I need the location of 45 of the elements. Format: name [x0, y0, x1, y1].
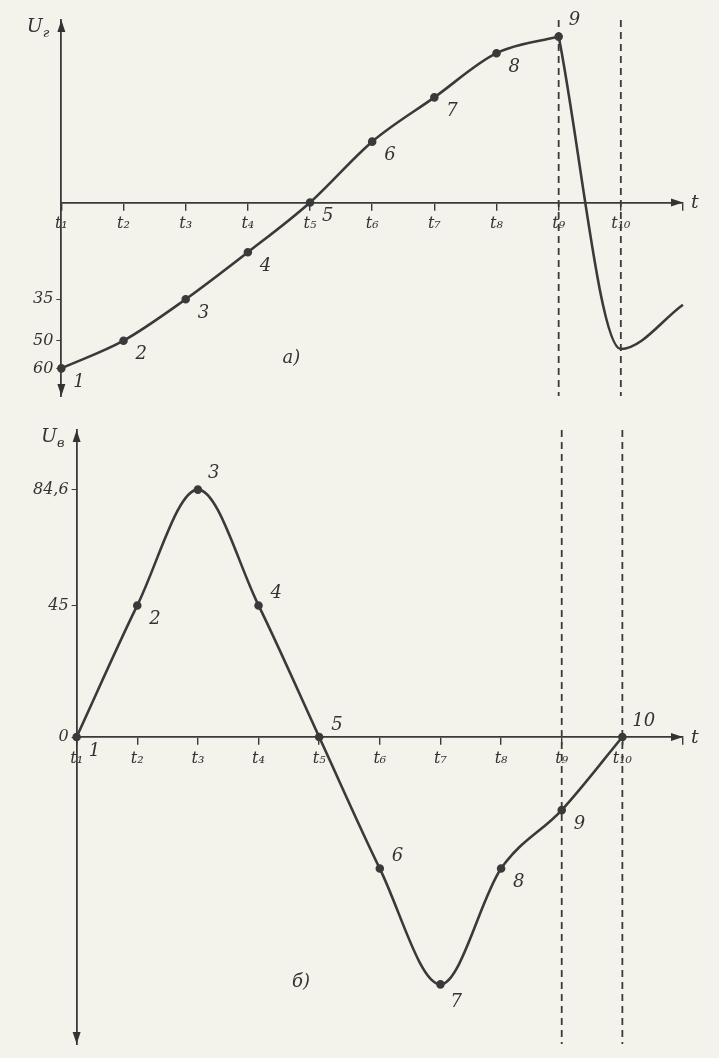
x-tick-label: t₃ — [191, 747, 205, 767]
annotation: 6 — [384, 143, 396, 165]
x-tick-label: t₆ — [365, 213, 380, 233]
annotation: 8 — [508, 54, 520, 76]
annotation: 4 — [258, 253, 272, 275]
x-axis-title: t — [691, 190, 699, 213]
x-tick-label: t₅ — [312, 747, 327, 767]
y-tick-label: 60 — [33, 357, 54, 377]
annotation: 6 — [391, 844, 404, 866]
annotation: 5 — [331, 712, 343, 734]
x-tick-label: t₉ — [552, 213, 566, 233]
annotation: 8 — [513, 870, 525, 892]
annotation: 7 — [450, 990, 463, 1012]
annotation: а) — [282, 346, 301, 368]
x-axis-title: t — [691, 725, 699, 747]
annotation: 7 — [446, 99, 459, 121]
x-tick-label: t₆ — [373, 747, 387, 767]
x-tick-label: t₈ — [494, 747, 509, 767]
annotation: 10 — [632, 708, 656, 730]
x-tick-label: t₂ — [117, 213, 130, 233]
annotation: б) — [291, 970, 310, 992]
annotation: 2 — [134, 342, 147, 364]
y-tick-label: 35 — [33, 288, 54, 308]
x-tick-label: t₇ — [434, 747, 448, 767]
y-tick-label: 50 — [33, 329, 54, 349]
annotation: 1 — [88, 738, 101, 760]
x-tick-label: t₂ — [130, 747, 144, 767]
x-tick-label: t₈ — [490, 213, 504, 233]
y-tick-label: 84,6 — [33, 478, 69, 498]
annotation: 3 — [207, 461, 220, 483]
x-tick-label: t₃ — [179, 213, 193, 233]
annotation: 5 — [322, 204, 334, 226]
annotation: 3 — [197, 300, 210, 322]
x-tick-label: t₄ — [252, 747, 265, 767]
x-tick-label: t₅ — [303, 213, 318, 233]
y-tick-label: 45 — [47, 594, 69, 614]
annotation: 1 — [73, 370, 85, 392]
x-tick-label: t₇ — [427, 213, 442, 233]
annotation: 4 — [269, 581, 282, 603]
annotation: 9 — [568, 8, 581, 30]
y-tick-label: 0 — [58, 726, 69, 746]
x-tick-label: t₄ — [241, 213, 255, 233]
annotation: 2 — [148, 607, 161, 629]
x-tick-label: t₉ — [555, 747, 569, 767]
annotation: 9 — [573, 811, 586, 833]
